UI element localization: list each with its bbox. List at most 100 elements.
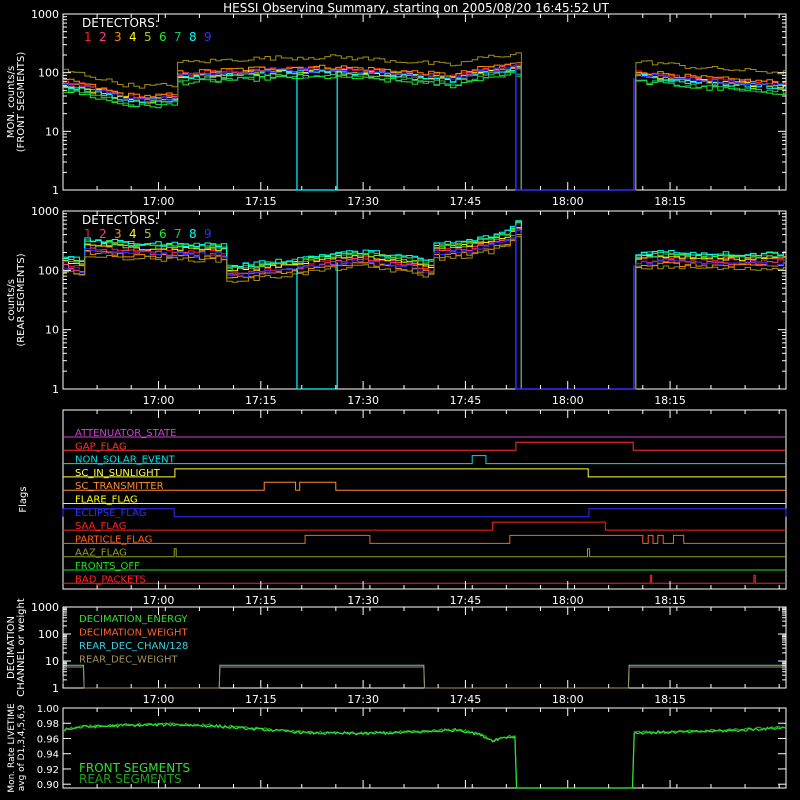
flags-xtick-label: 18:15 — [654, 594, 686, 607]
front-legend-detector-8: 8 — [189, 30, 197, 44]
flags-xtick-label: 18:00 — [552, 594, 584, 607]
front-series-9 — [63, 65, 786, 191]
front-xtick-label: 18:15 — [654, 195, 686, 208]
front-ytick-label: 10 — [45, 125, 59, 138]
flags-frame — [62, 409, 787, 590]
rear-legend-detector-1: 1 — [84, 227, 92, 241]
decimation-ytick-label: 100 — [38, 628, 59, 641]
rear-series-5 — [63, 222, 786, 390]
front-xtick-label: 18:00 — [552, 195, 584, 208]
flags-xtick-label: 17:45 — [450, 594, 482, 607]
front-ylabel: MON. counts/s — [6, 66, 17, 138]
flag-label-gap-flag: GAP_FLAG — [75, 441, 127, 452]
livetime-ytick-label: 1.00 — [37, 704, 59, 715]
front-panel: 17:00 17:15 17:30 17:45 18:00 18:15 1 10 100 1000… — [6, 8, 787, 208]
front-legend-detector-2: 2 — [99, 30, 107, 44]
front-frame — [62, 13, 787, 191]
flag-line-saa-flag — [63, 521, 786, 531]
decimation-xtick-label: 18:00 — [552, 693, 584, 706]
flag-label-non-solar-event: NON_SOLAR_EVENT — [75, 455, 176, 466]
rear-ylabel: counts/s — [6, 279, 17, 321]
flag-line-sc-transmitter — [63, 481, 786, 491]
front-legend-detector-6: 6 — [159, 30, 167, 44]
front-legend-detector-9: 9 — [204, 30, 212, 44]
rear-series-9 — [63, 230, 786, 390]
livetime-ytick-label: 0.94 — [37, 750, 59, 761]
livetime-ytick-label: 0.96 — [37, 734, 59, 745]
front-ylabel: (FRONT SEGMENTS) — [16, 52, 27, 153]
decimation-panel: 17:00 17:15 17:30 17:45 18:00 18:15 1 10 100 1000… — [6, 598, 787, 706]
rear-panel: 17:00 17:15 17:30 17:45 18:00 18:15 1 10 100 1000… — [6, 205, 787, 407]
front-legend-detector-7: 7 — [174, 30, 182, 44]
flag-label-sc-transmitter: SC_TRANSMITTER — [75, 481, 164, 492]
flags-xtick-label: 17:00 — [143, 594, 175, 607]
rear-ytick-label: 1 — [52, 383, 59, 396]
rear-dropout-line — [296, 262, 338, 390]
livetime-ytick-label: 0.98 — [37, 719, 59, 730]
livetime-ytick-label: 0.90 — [37, 780, 59, 791]
rear-ytick-label: 100 — [38, 264, 59, 277]
flags-ylabel: Flags — [18, 486, 29, 512]
decimation-ytick-label: 1 — [52, 682, 59, 695]
rear-xtick-label: 17:45 — [450, 394, 482, 407]
decimation-xtick-label: 17:30 — [347, 693, 379, 706]
decimation-xtick-label: 18:15 — [654, 693, 686, 706]
flag-line-aaz-flag — [63, 548, 786, 558]
flag-line-bad-packets — [63, 574, 786, 584]
flag-line-eclipse-flag — [62, 508, 787, 518]
decimation-step-2 — [62, 666, 786, 689]
rear-xtick-label: 18:00 — [552, 394, 584, 407]
livetime-frame — [62, 707, 787, 789]
rear-legend-detector-3: 3 — [114, 227, 122, 241]
livetime-ylabel: Mon. Rate LIVETIME — [7, 703, 17, 793]
livetime-legend-1: FRONT SEGMENTS — [79, 761, 190, 775]
front-ytick-label: 1 — [52, 184, 59, 197]
decimation-legend-4: REAR_DEC_WEIGHT — [79, 655, 178, 666]
decimation-legend-2: DECIMATION_WEIGHT — [79, 628, 188, 639]
decimation-xtick-label: 17:15 — [245, 693, 277, 706]
front-ytick-label: 100 — [38, 67, 59, 80]
livetime-ylabel: avg of D1,3,4,5,6,9 — [17, 704, 27, 791]
livetime-legend-2: REAR SEGMENTS — [79, 772, 182, 786]
rear-legend-detector-6: 6 — [159, 227, 167, 241]
flag-label-saa-flag: SAA_FLAG — [75, 521, 126, 532]
decimation-ytick-label: 10 — [45, 655, 59, 668]
rear-frame — [62, 210, 787, 390]
front-dropout-line — [296, 70, 338, 191]
livetime-series-2 — [62, 722, 787, 789]
livetime-ytick-label: 0.92 — [37, 765, 59, 776]
front-xtick-label: 17:30 — [347, 195, 379, 208]
flag-line-particle-flag — [63, 534, 786, 544]
flag-line-non-solar-event — [63, 455, 786, 465]
flag-label-flare-flag: FLARE_FLAG — [75, 495, 138, 506]
rear-series-7 — [63, 221, 786, 390]
front-ytick-label: 1000 — [31, 8, 59, 21]
flag-label-fronts-off: FRONTS_OFF — [75, 561, 140, 572]
front-series-3 — [63, 62, 786, 191]
flags-xtick-label: 17:15 — [245, 594, 277, 607]
front-xtick-label: 17:00 — [143, 195, 175, 208]
front-legend-detector-5: 5 — [144, 30, 152, 44]
panels-group: 17:00 17:15 17:30 17:45 18:00 18:151101001000… — [6, 8, 787, 793]
flag-label-sc-in-sunlight: SC_IN_SUNLIGHT — [75, 468, 161, 479]
rear-legend-detector-7: 7 — [174, 227, 182, 241]
front-xtick-label: 17:45 — [450, 195, 482, 208]
rear-ytick-label: 10 — [45, 324, 59, 337]
rear-xtick-label: 18:15 — [654, 394, 686, 407]
decimation-legend-3: REAR_DEC_CHAN/128 — [79, 641, 188, 652]
rear-legend-detector-9: 9 — [204, 227, 212, 241]
flag-label-attenuator-state: ATTENUATOR_STATE — [75, 428, 176, 439]
rear-ytick-label: 1000 — [31, 205, 59, 218]
flag-label-particle-flag: PARTICLE_FLAG — [75, 534, 152, 545]
rear-legend-detector-4: 4 — [129, 227, 137, 241]
front-legend-title: DETECTORS: — [82, 16, 159, 30]
flags-xtick-label: 17:30 — [347, 594, 379, 607]
rear-legend-detector-2: 2 — [99, 227, 107, 241]
flags-panel: ATTENUATOR_STATE GAP_FLAG NON_SOLAR_EVENT S… — [18, 409, 787, 607]
flag-line-sc-in-sunlight — [63, 468, 786, 478]
front-series-7 — [63, 70, 786, 191]
rear-xtick-label: 17:30 — [347, 394, 379, 407]
rear-legend-detector-8: 8 — [189, 227, 197, 241]
rear-xtick-label: 17:15 — [245, 394, 277, 407]
